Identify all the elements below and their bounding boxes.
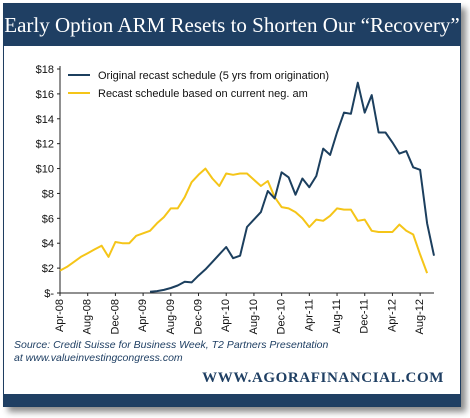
y-tick-label: $8	[42, 188, 54, 200]
bottom-bar	[4, 394, 460, 406]
y-tick-label: $16	[36, 89, 54, 101]
x-tick-label: Dec-08	[109, 299, 121, 334]
y-tick-label: $12	[36, 139, 54, 151]
series-layer	[59, 81, 435, 293]
series-line-original	[149, 81, 435, 293]
x-axis-ticks: Apr-08 Aug-08 Dec-08 Apr-09 Aug-09 Dec-09 Apr-…	[54, 293, 426, 334]
series-line-recast	[59, 167, 429, 274]
x-tick-label: Apr-08	[54, 299, 66, 332]
x-tick-label: Apr-12	[386, 299, 398, 332]
x-tick-label: Aug-08	[82, 299, 94, 334]
x-tick-label: Aug-09	[165, 299, 177, 334]
y-tick-label: $10	[36, 164, 54, 176]
x-tick-label: Aug-10	[248, 299, 260, 334]
site-url: WWW.AGORAFINANCIAL.COM	[202, 370, 444, 386]
chart-title: Early Option ARM Resets to Shorten Our “…	[4, 4, 460, 46]
x-tick-label: Dec-10	[276, 299, 288, 334]
x-tick-label: Apr-10	[220, 299, 232, 332]
y-tick-label: $-	[44, 288, 54, 300]
chart-frame: Early Option ARM Resets to Shorten Our “…	[3, 3, 461, 407]
legend-label-original: Original recast schedule (5 yrs from ori…	[98, 70, 329, 82]
x-tick-label: Dec-11	[359, 299, 371, 334]
y-tick-label: $4	[42, 238, 54, 250]
source-line-1: Source: Credit Suisse for Business Week,…	[14, 339, 329, 351]
y-tick-label: $2	[42, 263, 54, 275]
y-tick-label: $14	[36, 114, 54, 126]
line-chart: $- $2 $4 $6 $8 $10 $12 $14 $16 $18 Apr-08 Aug-08 De…	[36, 64, 435, 334]
x-tick-label: Apr-11	[303, 299, 315, 331]
y-axis-ticks: $- $2 $4 $6 $8 $10 $12 $14 $16 $18	[36, 64, 60, 300]
chart-legend: Original recast schedule (5 yrs from ori…	[68, 70, 329, 100]
chart-axes	[59, 66, 434, 294]
source-line-2: at www.valueinvestingcongress.com	[14, 352, 183, 364]
x-tick-label: Aug-12	[414, 299, 426, 334]
x-tick-label: Apr-09	[137, 299, 149, 332]
y-tick-label: $6	[42, 213, 54, 225]
x-tick-label: Dec-09	[193, 299, 205, 334]
y-tick-label: $18	[36, 64, 54, 76]
legend-label-recast: Recast schedule based on current neg. am	[98, 88, 308, 100]
source-note: Source: Credit Suisse for Business Week,…	[14, 339, 454, 365]
x-tick-label: Aug-11	[331, 299, 343, 334]
